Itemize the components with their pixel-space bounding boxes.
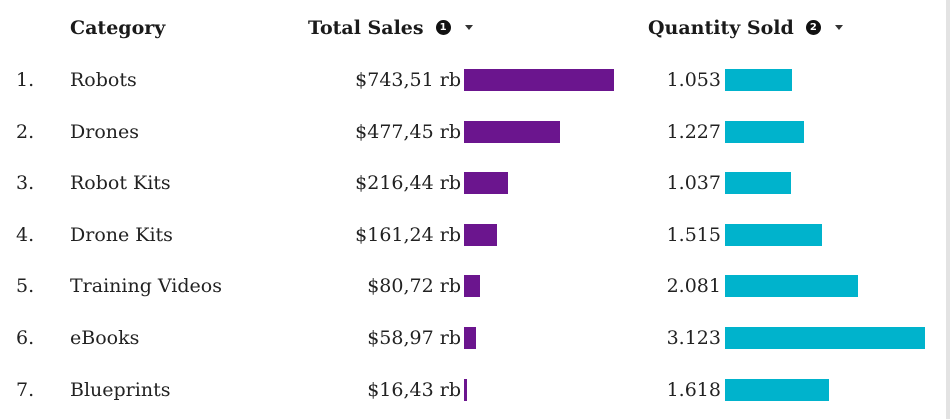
row-quantity-sold: 1.227: [666, 120, 721, 143]
quantity-bar: [725, 69, 792, 91]
sales-bar: [464, 120, 560, 143]
quantity-bar: [725, 275, 858, 298]
sales-bar: [464, 378, 467, 401]
row-category: Blueprints: [70, 378, 171, 401]
table-row[interactable]: 7. Blueprints $16,43 rb 1.618: [0, 370, 950, 410]
row-category: Training Videos: [70, 275, 222, 298]
row-category: eBooks: [70, 327, 140, 349]
table-row[interactable]: 1. Robots $743,51 rb 1.053: [0, 60, 950, 100]
row-quantity-sold: 2.081: [666, 275, 721, 298]
row-quantity-sold: 1.053: [666, 69, 721, 91]
row-total-sales: $58,97 rb: [367, 327, 461, 349]
table-row[interactable]: 2. Drones $477,45 rb 1.227: [0, 112, 950, 152]
table-row[interactable]: 3. Robot Kits $216,44 rb 1.037: [0, 163, 950, 203]
row-category: Drones: [70, 120, 139, 143]
quantity-bar: [725, 120, 804, 143]
scrollbar-edge: [946, 0, 950, 419]
row-total-sales: $743,51 rb: [355, 69, 461, 91]
row-rank: 2.: [16, 120, 35, 143]
info-circle-icon[interactable]: 1: [435, 19, 451, 35]
row-quantity-sold: 3.123: [666, 327, 721, 349]
table-row[interactable]: 4. Drone Kits $161,24 rb 1.515: [0, 215, 950, 255]
header-total-sales-label: Total Sales: [308, 17, 424, 39]
row-total-sales: $161,24 rb: [355, 223, 461, 246]
row-category: Robots: [70, 69, 137, 91]
row-rank: 5.: [16, 275, 35, 298]
row-quantity-sold: 1.618: [666, 378, 721, 401]
header-total-sales[interactable]: Total Sales 1: [308, 13, 473, 43]
sales-bar: [464, 69, 614, 91]
row-rank: 3.: [16, 172, 35, 195]
row-total-sales: $16,43 rb: [367, 378, 461, 401]
row-total-sales: $216,44 rb: [355, 172, 461, 195]
row-total-sales: $80,72 rb: [367, 275, 461, 298]
row-total-sales: $477,45 rb: [355, 120, 461, 143]
row-rank: 7.: [16, 378, 35, 401]
quantity-bar: [725, 327, 925, 349]
sales-bar: [464, 327, 476, 349]
header-quantity-sold[interactable]: Quantity Sold 2: [648, 13, 843, 43]
caret-down-icon[interactable]: [834, 24, 843, 30]
header-quantity-sold-label: Quantity Sold: [648, 17, 794, 39]
table-row[interactable]: 6. eBooks $58,97 rb 3.123: [0, 318, 950, 358]
table-row[interactable]: 5. Training Videos $80,72 rb 2.081: [0, 266, 950, 306]
quantity-bar: [725, 172, 791, 195]
row-category: Drone Kits: [70, 223, 173, 246]
row-category: Robot Kits: [70, 172, 171, 195]
row-rank: 6.: [16, 327, 35, 349]
quantity-bar: [725, 223, 822, 246]
caret-down-icon[interactable]: [464, 24, 473, 30]
row-quantity-sold: 1.037: [666, 172, 721, 195]
sales-bar: [464, 172, 508, 195]
header-category[interactable]: Category: [70, 17, 166, 39]
sales-bar: [464, 223, 497, 246]
sales-bar: [464, 275, 480, 298]
row-quantity-sold: 1.515: [666, 223, 721, 246]
quantity-bar: [725, 378, 829, 401]
row-rank: 4.: [16, 223, 35, 246]
row-rank: 1.: [16, 69, 35, 91]
info-circle-icon[interactable]: 2: [805, 19, 821, 35]
